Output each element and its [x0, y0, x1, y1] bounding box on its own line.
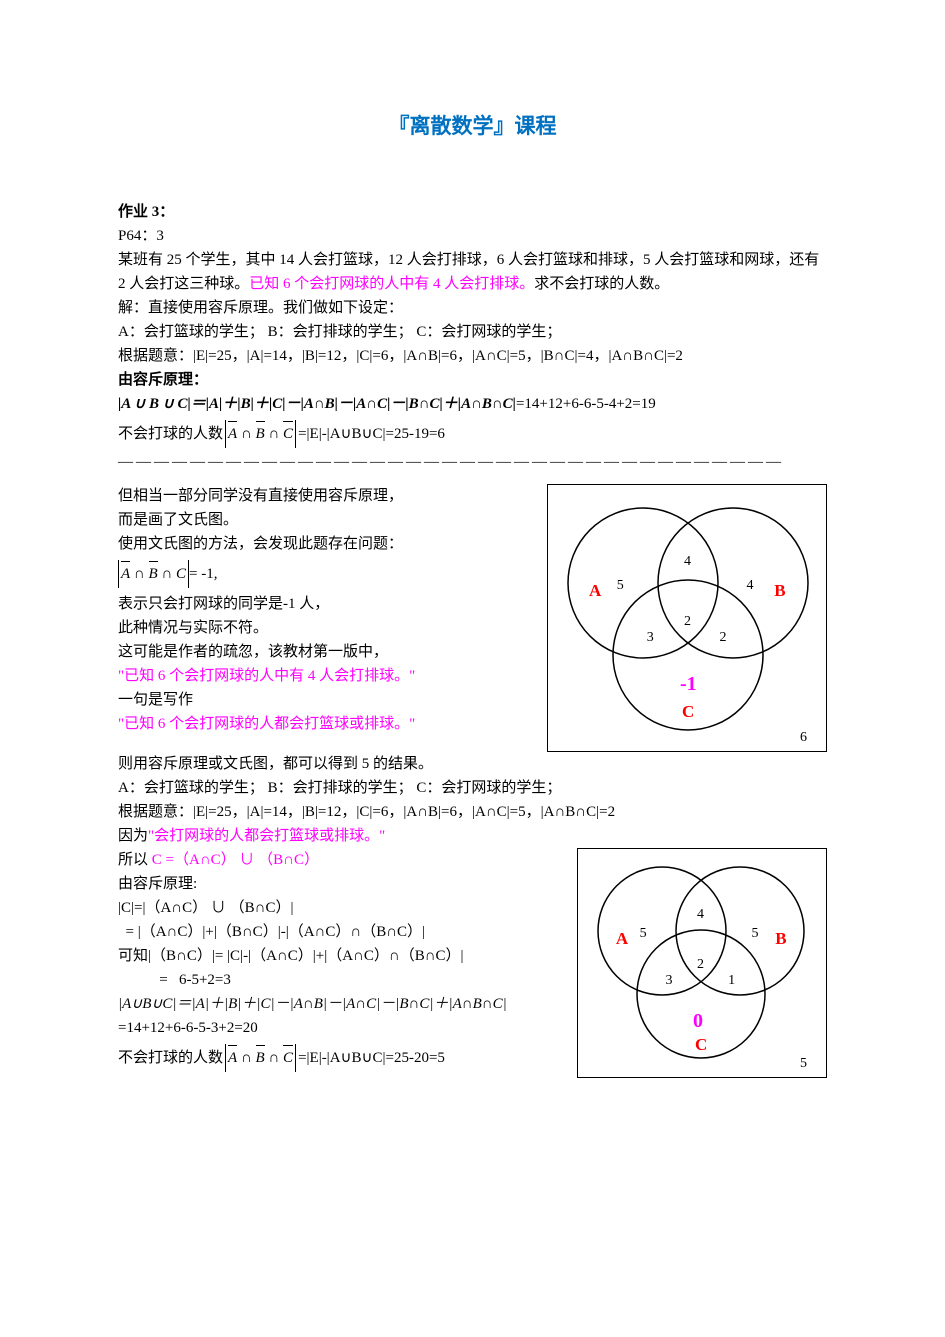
alt-line-5: 此种情况与实际不符。: [118, 616, 529, 640]
noball-line-2: 不会打球的人数 A ∩ B ∩ C =|E|-|A∪B∪C|=25-20=5: [118, 1046, 559, 1070]
c-line-4: = 6-5+2=3: [118, 968, 559, 992]
problem-statement: 某班有 25 个学生，其中 14 人会打篮球，12 人会打排球，6 人会打篮球和…: [118, 248, 827, 296]
alt-eq: A ∩ B ∩ C = -1,: [118, 562, 529, 586]
alt-line-1: 但相当一部分同学没有直接使用容斥原理，: [118, 484, 529, 508]
venn2-text: 所以 C =（A∩C） ∪ （B∩C） 由容斥原理: |C|=|（A∩C） ∪ …: [118, 848, 559, 1070]
venn-section-1: 但相当一部分同学没有直接使用容斥原理， 而是画了文氏图。 使用文氏图的方法，会发…: [118, 484, 827, 752]
so-line: 所以 C =（A∩C） ∪ （B∩C）: [118, 848, 559, 872]
separator-dashes: ―――――――――――――――――――――――――――――――――――――: [118, 450, 827, 474]
venn1-AB: 4: [684, 551, 691, 573]
so-eq: C =（A∩C） ∪ （B∩C）: [152, 852, 319, 868]
venn-diagram-2: A B C 5 5 4 3 1 2 0 5: [577, 848, 827, 1078]
venn1-onlyB: 4: [747, 575, 754, 597]
page-title: 『离散数学』课程: [118, 110, 827, 144]
ie-formula: |A ∪ B ∪ C|＝|A|＋|B|＋|C|－|A∩B|－|A∩C|－|B∩C…: [118, 392, 827, 416]
alt-eq-rhs: = -1,: [189, 562, 217, 586]
solution-intro: 解：直接使用容斥原理。我们做如下设定：: [118, 296, 827, 320]
page-ref: P64：3: [118, 224, 827, 248]
sets-definition: A：会打篮球的学生； B：会打排球的学生； C：会打网球的学生；: [118, 320, 827, 344]
alt-line-7: "已知 6 个会打网球的人中有 4 人会打排球。": [118, 664, 529, 688]
noball-label-2: 不会打球的人数: [118, 1046, 223, 1070]
venn2-AB: 4: [697, 904, 704, 926]
venn2-BC: 1: [728, 970, 735, 992]
problem-highlight: 已知 6 个会打网球的人中有 4 人会打排球。: [249, 276, 534, 292]
venn-diagram-1: A B C 5 4 4 3 2 2 -1 6: [547, 484, 827, 752]
alt-abs: A ∩ B ∩ C: [118, 562, 189, 586]
venn1-label-A: A: [589, 577, 601, 604]
venn2-onlyC: 0: [693, 1005, 703, 1037]
by-inclusion-exclusion: 由容斥原理：: [118, 368, 827, 392]
given-values: 根据题意：|E|=25，|A|=14，|B|=12，|C|=6，|A∩B|=6，…: [118, 344, 827, 368]
alt-line-9: "已知 6 个会打网球的人都会打篮球或排球。": [118, 712, 529, 736]
because-quote: "会打网球的人都会打篮球或排球。": [148, 828, 385, 844]
c-line-1: |C|=|（A∩C） ∪ （B∩C）|: [118, 896, 559, 920]
given-values-2: 根据题意：|E|=25，|A|=14，|B|=12，|C|=6，|A∩B|=6，…: [118, 800, 827, 824]
noball-abs: A ∩ B ∩ C: [225, 422, 296, 446]
sets-definition-2: A：会打篮球的学生； B：会打排球的学生； C：会打网球的学生；: [118, 776, 827, 800]
venn1-ABC: 2: [684, 611, 691, 633]
venn1-label-B: B: [774, 577, 785, 604]
venn1-onlyA: 5: [617, 575, 624, 597]
venn1-onlyC: -1: [680, 668, 697, 700]
alt-line-10: 则用容斥原理或文氏图，都可以得到 5 的结果。: [118, 752, 827, 776]
alt-line-6: 这可能是作者的疏忽，该教材第一版中，: [118, 640, 529, 664]
union-line: |A∪B∪C|＝|A|＋|B|＋|C|－|A∩B|－|A∩C|－|B∩C|＋|A…: [118, 992, 559, 1016]
document-page: 『离散数学』课程 作业 3： P64：3 某班有 25 个学生，其中 14 人会…: [0, 0, 945, 1337]
so-label: 所以: [118, 852, 152, 868]
noball-abs-2: A ∩ B ∩ C: [225, 1046, 296, 1070]
noball-rhs: =|E|-|A∪B∪C|=25-19=6: [298, 422, 445, 446]
venn2-onlyA: 5: [640, 923, 647, 945]
c-line-3: 可知|（B∩C）|= |C|-|（A∩C）|+|（A∩C）∩（B∩C）|: [118, 944, 559, 968]
venn1-BC: 2: [720, 627, 727, 649]
because-label: 因为: [118, 828, 148, 844]
ie-formula-rhs: =14+12+6-6-5-4+2=19: [516, 396, 656, 412]
venn2-label-B: B: [775, 925, 786, 952]
by-ie-2: 由容斥原理:: [118, 872, 559, 896]
alt-line-2: 而是画了文氏图。: [118, 508, 529, 532]
because-line: 因为"会打网球的人都会打篮球或排球。": [118, 824, 827, 848]
union-val: =14+12+6-6-5-3+2=20: [118, 1016, 559, 1040]
alt-line-3: 使用文氏图的方法，会发现此题存在问题：: [118, 532, 529, 556]
alt-line-8: 一句是写作: [118, 688, 529, 712]
venn2-AC: 3: [666, 970, 673, 992]
venn1-label-C: C: [682, 698, 694, 725]
noball-label: 不会打球的人数: [118, 422, 223, 446]
noball-line: 不会打球的人数 A ∩ B ∩ C =|E|-|A∪B∪C|=25-19=6: [118, 422, 827, 446]
c-line-2: = |（A∩C）|+|（B∩C）|-|（A∩C）∩（B∩C）|: [118, 920, 559, 944]
venn2-outside: 5: [800, 1053, 807, 1075]
venn1-outside: 6: [800, 727, 807, 749]
alt-line-4: 表示只会打网球的同学是-1 人，: [118, 592, 529, 616]
venn2-label-A: A: [616, 925, 628, 952]
homework-label: 作业 3：: [118, 200, 827, 224]
venn2-onlyB: 5: [752, 923, 759, 945]
noball2-rhs: =|E|-|A∪B∪C|=25-20=5: [298, 1046, 445, 1070]
venn-section-2: 所以 C =（A∩C） ∪ （B∩C） 由容斥原理: |C|=|（A∩C） ∪ …: [118, 848, 827, 1078]
ie-formula-lhs: |A ∪ B ∪ C|＝|A|＋|B|＋|C|－|A∩B|－|A∩C|－|B∩C…: [118, 396, 516, 412]
problem-text-2: 求不会打球的人数。: [534, 276, 669, 292]
venn1-AC: 3: [647, 627, 654, 649]
venn1-text: 但相当一部分同学没有直接使用容斥原理， 而是画了文氏图。 使用文氏图的方法，会发…: [118, 484, 529, 736]
venn2-ABC: 2: [697, 954, 704, 976]
